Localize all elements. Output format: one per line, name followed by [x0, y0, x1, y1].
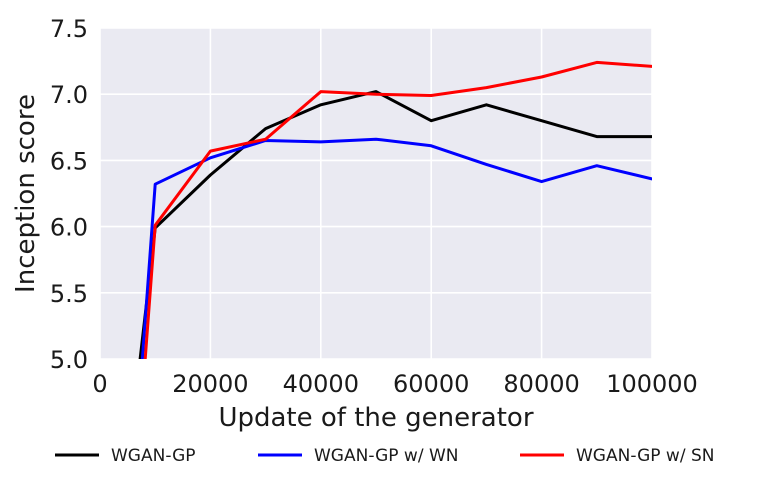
y-tick-label: 5.5	[50, 280, 88, 308]
y-tick-label: 7.0	[50, 81, 88, 109]
legend-label-1: WGAN-GP	[111, 446, 196, 466]
y-tick-label: 5.0	[50, 346, 88, 374]
legend: WGAN-GP WGAN-GP w/ WN WGAN-GP w/ SN	[55, 446, 714, 466]
y-tick-labels: 5.0 5.5 6.0 6.5 7.0 7.5	[50, 15, 88, 374]
x-tick-label: 40000	[283, 370, 359, 398]
x-tick-label: 20000	[172, 370, 248, 398]
series-lines	[138, 60, 652, 359]
series-line-3	[143, 60, 652, 359]
legend-label-2: WGAN-GP w/ WN	[314, 446, 458, 466]
y-tick-label: 6.0	[50, 214, 88, 242]
x-tick-labels: 0 20000 40000 60000 80000 100000	[92, 370, 697, 398]
grid-lines	[99, 27, 653, 360]
y-axis-label: Inception score	[11, 94, 41, 293]
x-tick-label: 0	[92, 370, 107, 398]
series-line-2	[140, 137, 652, 359]
y-tick-label: 7.5	[50, 15, 88, 43]
y-tick-label: 6.5	[50, 147, 88, 175]
x-tick-label: 60000	[393, 370, 469, 398]
x-tick-label: 80000	[503, 370, 579, 398]
series-line-1	[138, 90, 652, 359]
x-tick-label: 100000	[606, 370, 698, 398]
legend-label-3: WGAN-GP w/ SN	[576, 446, 714, 466]
plot-area	[100, 28, 652, 359]
x-axis-label: Update of the generator	[218, 403, 533, 433]
